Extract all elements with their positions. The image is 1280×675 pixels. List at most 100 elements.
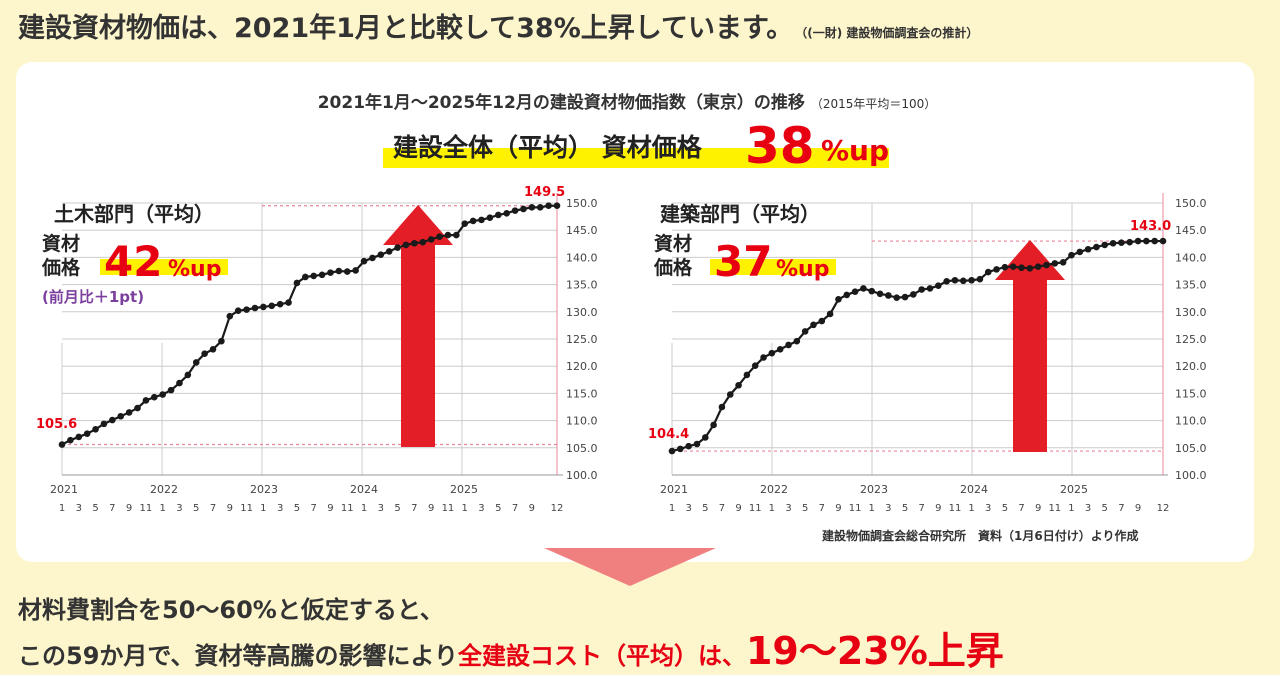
data-point <box>885 292 892 299</box>
data-point <box>92 426 99 433</box>
y-tick-label: 115.0 <box>566 387 598 400</box>
month-label: 12 <box>1157 503 1170 514</box>
data-point <box>735 381 742 389</box>
data-point <box>318 271 326 279</box>
headline-note: （(一財) 建設物価調査会の推計） <box>801 26 979 40</box>
data-point <box>251 304 259 312</box>
change-highlight <box>710 259 836 275</box>
data-point <box>876 290 884 298</box>
headline-text: 建設資材物価は、2021年1月と比較して38%上昇しています。 <box>18 13 794 44</box>
data-point <box>150 393 158 401</box>
y-tick-label: 135.0 <box>566 279 598 292</box>
y-tick-label: 140.0 <box>1175 251 1207 264</box>
change-label-line2: 価格 <box>653 256 693 279</box>
month-label: 5 <box>1102 503 1108 514</box>
data-point <box>943 278 950 285</box>
y-tick-label: 125.0 <box>1175 333 1207 346</box>
year-label: 2025 <box>1060 483 1088 496</box>
data-point <box>176 379 183 387</box>
y-tick-label: 130.0 <box>1175 306 1207 319</box>
data-point <box>192 359 200 366</box>
data-point <box>125 409 133 416</box>
change-label-line2: 価格 <box>41 256 81 279</box>
data-point <box>893 294 900 301</box>
data-point <box>835 295 842 303</box>
data-point <box>302 273 309 281</box>
data-point <box>469 217 477 225</box>
data-point <box>142 397 150 404</box>
data-point <box>553 202 561 210</box>
data-point <box>293 279 301 287</box>
data-point <box>926 285 934 292</box>
month-label: 7 <box>109 503 115 514</box>
month-label: 7 <box>719 503 725 514</box>
overall-increase: 建設全体（平均） 資材価格 38 %up <box>383 116 889 175</box>
data-point <box>984 268 992 276</box>
data-point <box>100 420 108 428</box>
data-point <box>751 362 759 369</box>
data-point <box>993 266 1000 273</box>
conclusion-red: 全建設コスト（平均）は、 <box>457 642 746 670</box>
data-point <box>75 433 83 441</box>
overall-highlight <box>383 148 889 168</box>
month-label: 7 <box>512 503 518 514</box>
data-point <box>968 276 975 284</box>
month-label: 7 <box>311 503 317 514</box>
month-label: 9 <box>327 503 333 514</box>
data-point <box>1043 261 1050 269</box>
data-point <box>959 277 967 285</box>
data-point <box>860 285 867 292</box>
extra-note: (前月比＋1pt) <box>42 288 144 306</box>
conclusion-line2: この59か月で、資材等高騰の影響により全建設コスト（平均）は、19〜23%上昇 <box>18 620 1004 675</box>
data-point <box>1109 239 1117 247</box>
data-point <box>109 416 116 424</box>
data-point <box>851 288 859 295</box>
change-label-line1: 資材 <box>42 232 80 255</box>
month-label: 5 <box>495 503 501 514</box>
data-point <box>868 287 876 295</box>
data-point <box>117 412 125 420</box>
data-point <box>218 337 225 345</box>
data-point <box>159 391 166 398</box>
month-label: 5 <box>394 503 400 514</box>
data-point <box>685 442 692 450</box>
y-tick-label: 120.0 <box>566 360 598 373</box>
data-point <box>1151 237 1158 245</box>
down-arrow-icon <box>544 548 716 586</box>
month-label: 3 <box>176 503 182 514</box>
data-point <box>402 241 410 249</box>
data-point <box>360 257 368 265</box>
year-label: 2022 <box>760 483 788 496</box>
y-tick-label: 100.0 <box>1175 469 1207 482</box>
data-point <box>134 404 141 412</box>
data-point <box>352 267 359 274</box>
data-point <box>285 299 292 306</box>
data-point <box>335 267 343 275</box>
data-point <box>260 303 267 311</box>
data-point <box>83 430 91 437</box>
month-label: 11 <box>341 503 354 514</box>
month-label: 1 <box>462 503 468 514</box>
data-point <box>793 337 801 345</box>
y-tick-label: 125.0 <box>566 333 598 346</box>
y-tick-label: 100.0 <box>566 469 598 482</box>
data-point <box>1051 260 1059 267</box>
y-tick-label: 150.0 <box>1175 197 1207 210</box>
data-point <box>209 346 217 353</box>
month-label: 12 <box>551 503 564 514</box>
year-label: 2025 <box>450 483 478 496</box>
month-label: 5 <box>902 503 908 514</box>
y-tick-label: 150.0 <box>566 197 598 210</box>
month-label: 1 <box>669 503 675 514</box>
data-point <box>726 391 734 398</box>
data-point <box>520 205 527 213</box>
data-point <box>385 248 393 255</box>
change-unit: %up <box>168 257 221 282</box>
month-label: 5 <box>193 503 199 514</box>
start-value-label: 104.4 <box>648 427 689 442</box>
data-point <box>701 434 709 441</box>
data-point <box>1001 263 1009 271</box>
conclusion-line1: 材料費割合を50〜60%と仮定すると、 <box>18 596 444 624</box>
data-point <box>935 282 942 289</box>
data-point <box>427 236 435 243</box>
